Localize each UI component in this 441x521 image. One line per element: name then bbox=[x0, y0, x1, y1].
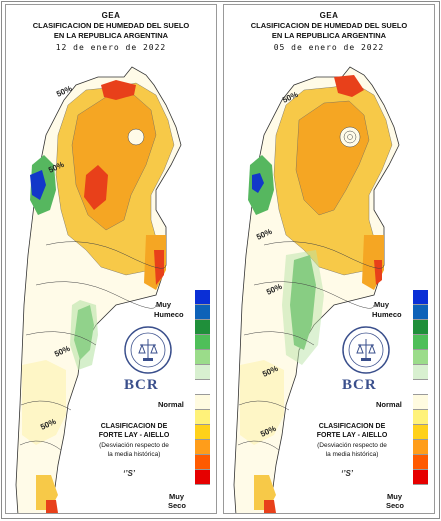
map-panel-left: 50% 50% 50% 50% GEA CLASIFICACION DE HUMEDA… bbox=[5, 4, 217, 514]
header-title-line1: CLASIFICACION DE HUMEDAD DEL SUELO bbox=[250, 21, 408, 30]
legend-swatch-6 bbox=[195, 380, 210, 395]
legend-swatch-11 bbox=[413, 455, 428, 470]
legend-swatch-8 bbox=[413, 410, 428, 425]
header-title-line1: CLASIFICACION DE HUMEDAD DEL SUELO bbox=[32, 21, 190, 30]
legend-swatch-8 bbox=[195, 410, 210, 425]
classification-title-1: CLASIFICACION DE bbox=[318, 423, 386, 430]
classification-note-2: la media histórica) bbox=[107, 451, 161, 458]
legend-swatch-5 bbox=[195, 365, 210, 380]
legend-label-seco: Seco bbox=[168, 501, 186, 510]
legend-swatch-7 bbox=[413, 395, 428, 410]
legend-label-muy-bottom: Muy bbox=[387, 492, 402, 501]
legend-swatch-11 bbox=[195, 455, 210, 470]
legend-swatch-6 bbox=[413, 380, 428, 395]
brand-mark: ‘’S’ bbox=[123, 469, 136, 478]
header-title-line2: EN LA REPUBLICA ARGENTINA bbox=[53, 31, 169, 40]
map-panel-right: 50% 50% 50% 50% 50% GEA CLASIFICACION DE HUM… bbox=[223, 4, 435, 514]
legend-swatch-9 bbox=[413, 425, 428, 440]
legend-swatch-0 bbox=[413, 290, 428, 305]
legend-swatch-3 bbox=[413, 335, 428, 350]
header-org: GEA bbox=[101, 11, 121, 20]
legend-swatch-5 bbox=[413, 365, 428, 380]
soil-moisture-map-left: 50%50%50%50% bbox=[15, 66, 182, 513]
legend-swatch-4 bbox=[413, 350, 428, 365]
legend-swatch-10 bbox=[413, 440, 428, 455]
map-date: 12 de enero de 2022 bbox=[55, 43, 167, 52]
legend-swatch-1 bbox=[195, 305, 210, 320]
legend-label-humeco: Humeco bbox=[154, 310, 184, 319]
brand-mark: ‘’S’ bbox=[341, 469, 354, 478]
bcr-logo-text: BCR bbox=[342, 377, 377, 393]
legend-color-scale bbox=[413, 290, 428, 485]
header-org: GEA bbox=[319, 11, 339, 20]
legend-swatch-3 bbox=[195, 335, 210, 350]
classification-title-2: FORTE LAY - AIELLO bbox=[316, 432, 388, 439]
classification-note-1: (Desviación respecto de bbox=[317, 442, 387, 449]
legend-label-humeco: Humeco bbox=[372, 310, 402, 319]
legend-swatch-0 bbox=[195, 290, 210, 305]
bcr-seal-logo bbox=[342, 326, 390, 374]
legend-swatch-2 bbox=[195, 320, 210, 335]
legend-label-muy-bottom: Muy bbox=[169, 492, 184, 501]
map-date: 05 de enero de 2022 bbox=[273, 43, 385, 52]
legend-label-muy-top: Muy bbox=[156, 300, 171, 309]
header-title-line2: EN LA REPUBLICA ARGENTINA bbox=[271, 31, 387, 40]
classification-note-1: (Desviación respecto de bbox=[99, 442, 169, 449]
legend-label-muy-top: Muy bbox=[374, 300, 389, 309]
bcr-logo-text: BCR bbox=[124, 377, 159, 393]
classification-title-1: CLASIFICACION DE bbox=[100, 423, 168, 430]
legend-swatch-9 bbox=[195, 425, 210, 440]
legend-swatch-10 bbox=[195, 440, 210, 455]
legend-swatch-12 bbox=[413, 470, 428, 485]
classification-note-2: la media histórica) bbox=[325, 451, 379, 458]
legend-swatch-2 bbox=[413, 320, 428, 335]
legend-swatch-7 bbox=[195, 395, 210, 410]
classification-title-2: FORTE LAY - AIELLO bbox=[98, 432, 170, 439]
bcr-seal-logo bbox=[124, 326, 172, 374]
legend-swatch-12 bbox=[195, 470, 210, 485]
legend-label-seco: Seco bbox=[386, 501, 404, 510]
legend-color-scale bbox=[195, 290, 210, 485]
legend-swatch-4 bbox=[195, 350, 210, 365]
soil-moisture-map-right: 50%50%50%50%50% bbox=[233, 66, 400, 513]
legend-label-normal: Normal bbox=[376, 400, 402, 409]
legend-label-normal: Normal bbox=[158, 400, 184, 409]
legend-swatch-1 bbox=[413, 305, 428, 320]
